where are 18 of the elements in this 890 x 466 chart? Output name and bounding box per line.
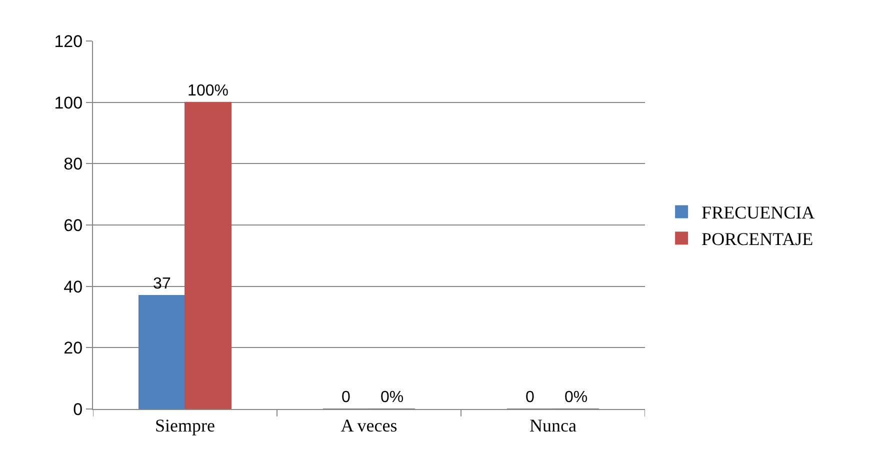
data-label: 0% (380, 389, 404, 406)
data-label: 0% (564, 389, 588, 406)
y-tick-label: 120 (54, 32, 83, 51)
data-label: 100% (188, 82, 228, 100)
data-label: 0 (342, 389, 350, 406)
data-label: 37 (153, 276, 171, 293)
y-tick-label: 80 (64, 154, 83, 174)
y-tick-label: 40 (64, 277, 83, 296)
legend-label: PORCENTAJE (702, 229, 814, 250)
x-tick-label: Siempre (155, 416, 215, 436)
y-tick-label: 20 (64, 338, 83, 358)
x-tick-label: A veces (340, 416, 398, 436)
x-tick-label: Nunca (530, 416, 576, 436)
y-tick-label: 60 (64, 216, 83, 235)
y-tick-label: 0 (73, 400, 83, 419)
data-label: 0 (526, 389, 534, 406)
legend-label: FRECUENCIA (702, 202, 815, 223)
y-tick-label: 100 (54, 93, 83, 112)
